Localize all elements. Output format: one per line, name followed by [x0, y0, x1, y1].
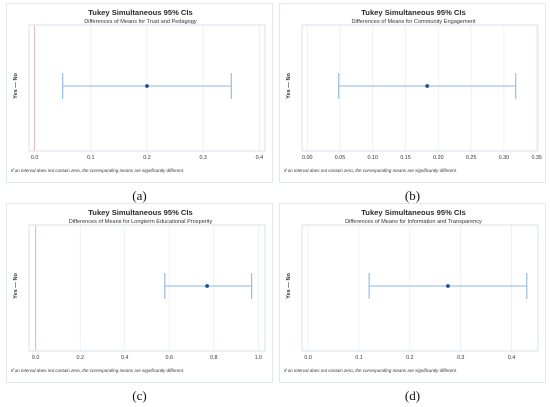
x-tick-label: 0.10 [368, 155, 379, 161]
mean-difference-point [425, 84, 430, 88]
interval-plot-svg: Tukey Simultaneous 95% CIs Differences of… [11, 208, 266, 373]
x-tick-label: 0.15 [400, 155, 411, 161]
x-tick-label: 0.0 [304, 355, 312, 361]
chart-footnote: If an interval does not contain zero, th… [284, 168, 457, 173]
chart-subtitle: Differences of Means for Community Engag… [352, 19, 476, 25]
x-tick-label: 0.8 [210, 355, 218, 361]
plot-frame [28, 224, 266, 352]
caption-c: (c) [132, 388, 147, 403]
chart-title: Tukey Simultaneous 95% CIs [361, 8, 466, 17]
y-axis-label: Yes — No [286, 273, 292, 299]
chart-subtitle: Differences of Means for Trust and Pedag… [84, 19, 197, 25]
y-axis-label: Yes — No [286, 73, 292, 99]
chart-title: Tukey Simultaneous 95% CIs [88, 208, 193, 217]
y-axis-label: Yes — No [13, 273, 19, 299]
x-tick-label: 0.1 [355, 355, 363, 361]
x-tick-label: 0.25 [466, 155, 477, 161]
interval-plot-svg: Tukey Simultaneous 95% CIs Differences of… [11, 8, 266, 173]
caption-d: (d) [404, 388, 421, 403]
y-axis-label: Yes — No [13, 73, 19, 99]
chart-panel-b: Tukey Simultaneous 95% CIs Differences of… [279, 3, 546, 183]
x-tick-label: 0.2 [406, 355, 414, 361]
plot-frame [28, 24, 266, 152]
chart-footnote: If an interval does not contain zero, th… [284, 368, 457, 373]
x-tick-label: 0.30 [499, 155, 510, 161]
x-tick-label: 0.0 [32, 355, 40, 361]
mean-difference-point [205, 284, 210, 288]
chart-footnote: If an interval does not contain zero, th… [11, 168, 184, 173]
x-tick-label: 0.2 [76, 355, 84, 361]
chart-title: Tukey Simultaneous 95% CIs [361, 208, 466, 217]
plot-frame [301, 24, 539, 152]
interval-plot-svg: Tukey Simultaneous 95% CIs Differences of… [284, 208, 539, 373]
x-tick-label: 0.4 [256, 155, 264, 161]
x-tick-label: 0.20 [433, 155, 444, 161]
chart-panel-c: Tukey Simultaneous 95% CIs Differences of… [6, 203, 273, 383]
mean-difference-point [446, 284, 450, 288]
x-tick-label: 0.00 [302, 155, 313, 161]
x-tick-label: 0.6 [166, 355, 174, 361]
x-tick-label: 0.05 [335, 155, 346, 161]
x-tick-label: 0.3 [457, 355, 465, 361]
chart-panel-a: Tukey Simultaneous 95% CIs Differences of… [6, 3, 273, 183]
x-tick-label: 0.35 [531, 155, 542, 161]
x-tick-label: 0.4 [121, 355, 128, 361]
chart-footnote: If an interval does not contain zero, th… [11, 368, 184, 373]
chart-title: Tukey Simultaneous 95% CIs [88, 8, 193, 17]
mean-difference-point [145, 84, 149, 88]
x-tick-label: 0.3 [199, 155, 207, 161]
x-tick-label: 0.1 [87, 155, 95, 161]
chart-panel-d: Tukey Simultaneous 95% CIs Differences of… [279, 203, 546, 383]
caption-a: (a) [132, 188, 147, 203]
x-tick-label: 1.0 [255, 355, 263, 361]
plot-frame [301, 224, 539, 352]
interval-plot-svg: Tukey Simultaneous 95% CIs Differences of… [284, 8, 542, 173]
caption-b: (b) [404, 188, 421, 203]
chart-subtitle: Differences of Means for Longterm Educat… [69, 219, 213, 225]
x-tick-label: 0.4 [508, 355, 516, 361]
x-tick-label: 0.2 [143, 155, 151, 161]
x-tick-label: 0.0 [31, 155, 39, 161]
chart-subtitle: Differences of Means for Information and… [345, 219, 482, 225]
